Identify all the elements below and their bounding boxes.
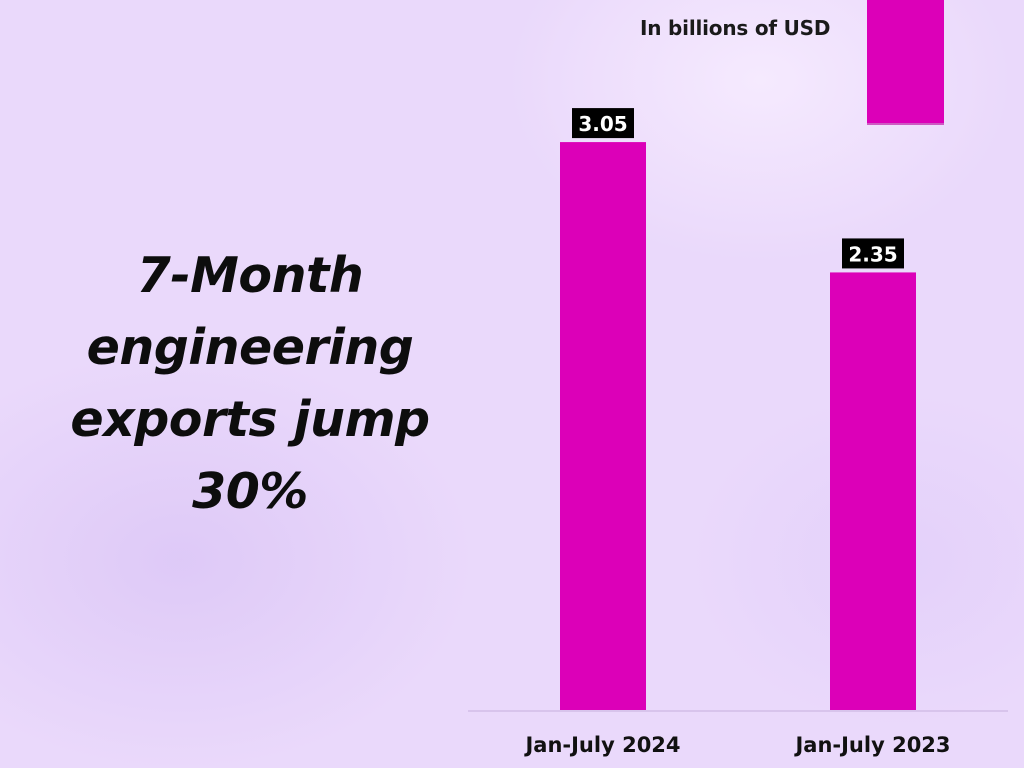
- bar-2: [830, 272, 916, 710]
- category-label-2: Jan-July 2023: [793, 733, 950, 757]
- headline-line-4: 30%: [192, 463, 308, 520]
- data-label-box-1: [572, 108, 634, 139]
- bar-1: [560, 142, 646, 711]
- headline-line-3: exports jump: [70, 391, 430, 448]
- category-label-1: Jan-July 2024: [523, 733, 680, 757]
- decorative-bar-shadow: [867, 123, 944, 125]
- headline: 7-Month engineering exports jump 30%: [40, 240, 460, 528]
- data-label-1: 3.05: [578, 112, 627, 136]
- unit-label: In billions of USD: [640, 16, 831, 40]
- data-label-2: 2.35: [848, 242, 897, 266]
- headline-line-2: engineering: [86, 319, 414, 376]
- data-label-box-2: [842, 238, 904, 269]
- headline-line-1: 7-Month: [136, 247, 364, 304]
- decorative-bar: [867, 0, 944, 123]
